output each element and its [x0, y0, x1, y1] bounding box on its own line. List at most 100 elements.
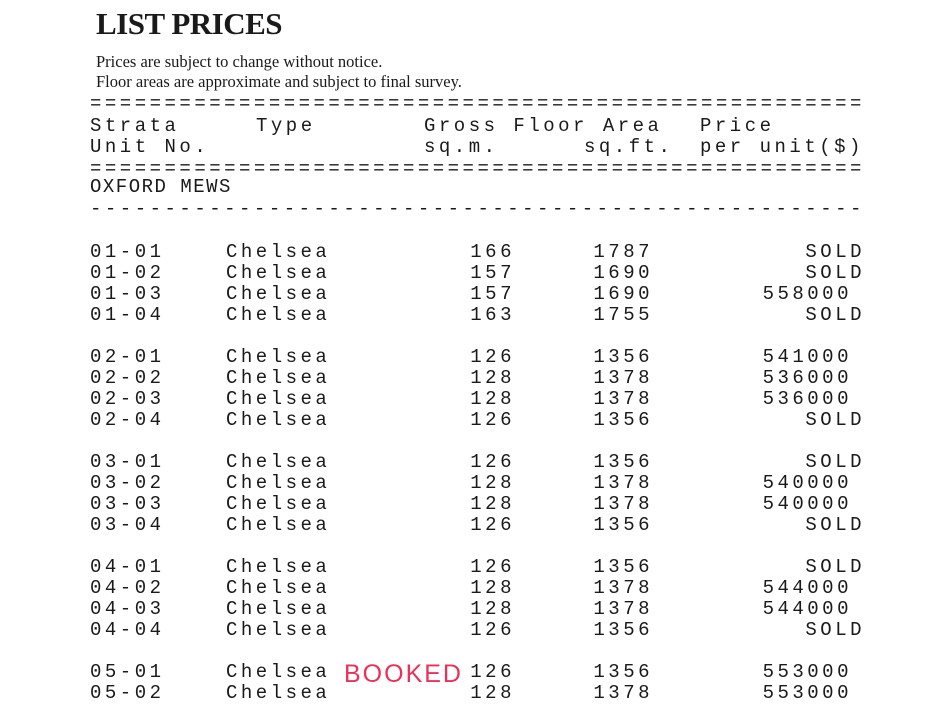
area-sqm-cell: 126 [470, 619, 515, 641]
area-sqm-cell: 166 [470, 241, 515, 263]
price-cell: SOLD [805, 514, 865, 536]
header-gross-floor-area: Gross Floor Area [424, 115, 663, 137]
unit-no-cell: 05-01 [90, 661, 165, 683]
price-cell: SOLD [805, 241, 865, 263]
area-sqm-cell: 128 [470, 682, 515, 704]
area-sqm-cell: 126 [470, 346, 515, 368]
area-sqm-cell: 128 [470, 493, 515, 515]
price-cell: SOLD [805, 262, 865, 284]
unit-no-cell: 02-04 [90, 409, 165, 431]
unit-type-cell: Chelsea [226, 304, 331, 326]
unit-no-cell: 02-01 [90, 346, 165, 368]
area-sqft-cell: 1356 [593, 514, 653, 536]
unit-type-cell: Chelsea [226, 283, 331, 305]
unit-no-cell: 05-02 [90, 682, 165, 704]
table-row: 01-01 Chelsea 166 1787 SOLD [0, 242, 943, 263]
unit-type-cell: Chelsea [226, 367, 331, 389]
area-sqft-cell: 1356 [593, 661, 653, 683]
area-sqm-cell: 128 [470, 388, 515, 410]
unit-no-cell: 04-02 [90, 577, 165, 599]
area-sqm-cell: 126 [470, 661, 515, 683]
unit-no-cell: 02-02 [90, 367, 165, 389]
unit-type-cell: Chelsea [226, 514, 331, 536]
area-sqft-cell: 1378 [593, 367, 653, 389]
table-row: 02-04 Chelsea 126 1356 SOLD [0, 410, 943, 431]
unit-type-cell: Chelsea [226, 472, 331, 494]
price-cell: 536000 [762, 367, 852, 389]
area-sqm-cell: 126 [470, 514, 515, 536]
unit-type-cell: Chelsea [226, 262, 331, 284]
price-cell: SOLD [805, 409, 865, 431]
area-sqft-cell: 1356 [593, 451, 653, 473]
header-price-per-unit: per unit($) [700, 136, 864, 158]
table-row: 02-03 Chelsea 128 1378 536000 [0, 389, 943, 410]
unit-type-cell: Chelsea [226, 682, 331, 704]
price-cell: 541000 [762, 346, 852, 368]
note-floor-areas: Floor areas are approximate and subject … [96, 72, 462, 91]
area-sqm-cell: 128 [470, 472, 515, 494]
divider-single: ----------------------------------------… [90, 199, 865, 220]
page-title: LIST PRICES [96, 6, 283, 41]
price-cell: 553000 [762, 682, 852, 704]
unit-no-cell: 01-04 [90, 304, 165, 326]
table-row: 01-02 Chelsea 157 1690 SOLD [0, 263, 943, 284]
unit-no-cell: 04-03 [90, 598, 165, 620]
unit-type-cell: Chelsea [226, 451, 331, 473]
table-row: 04-04 Chelsea 126 1356 SOLD [0, 620, 943, 641]
area-sqm-cell: 157 [470, 262, 515, 284]
section-title: OXFORD MEWS [90, 176, 232, 198]
area-sqft-cell: 1356 [593, 409, 653, 431]
unit-no-cell: 03-04 [90, 514, 165, 536]
unit-type-cell: Chelsea [226, 409, 331, 431]
area-sqm-cell: 128 [470, 577, 515, 599]
table-row: 04-02 Chelsea 128 1378 544000 [0, 578, 943, 599]
unit-no-cell: 04-04 [90, 619, 165, 641]
price-cell: 544000 [762, 598, 852, 620]
table-row: 04-03 Chelsea 128 1378 544000 [0, 599, 943, 620]
area-sqft-cell: 1378 [593, 472, 653, 494]
unit-no-cell: 03-02 [90, 472, 165, 494]
header-price: Price [700, 115, 775, 137]
divider-double: ========================================… [90, 159, 865, 180]
area-sqft-cell: 1378 [593, 577, 653, 599]
area-sqft-cell: 1356 [593, 556, 653, 578]
area-sqft-cell: 1356 [593, 619, 653, 641]
booked-stamp: BOOKED [344, 660, 463, 688]
header-unit: Strata [90, 115, 180, 137]
unit-type-cell: Chelsea [226, 241, 331, 263]
area-sqm-cell: 126 [470, 556, 515, 578]
unit-no-cell: 02-03 [90, 388, 165, 410]
area-sqft-cell: 1690 [593, 283, 653, 305]
area-sqft-cell: 1378 [593, 388, 653, 410]
note-prices: Prices are subject to change without not… [96, 52, 383, 71]
unit-type-cell: Chelsea [226, 556, 331, 578]
unit-type-cell: Chelsea [226, 619, 331, 641]
price-cell: 536000 [762, 388, 852, 410]
area-sqft-cell: 1356 [593, 346, 653, 368]
unit-no-cell: 04-01 [90, 556, 165, 578]
price-cell: 553000 [762, 661, 852, 683]
unit-type-cell: Chelsea [226, 388, 331, 410]
header-sqm: sq.m. [424, 136, 499, 158]
price-cell: SOLD [805, 304, 865, 326]
unit-no-cell: 01-02 [90, 262, 165, 284]
price-cell: SOLD [805, 556, 865, 578]
unit-type-cell: Chelsea [226, 346, 331, 368]
area-sqft-cell: 1378 [593, 682, 653, 704]
table-row: 03-04 Chelsea 126 1356 SOLD [0, 515, 943, 536]
table-row: 02-01 Chelsea 126 1356 541000 [0, 347, 943, 368]
unit-type-cell: Chelsea [226, 598, 331, 620]
table-row: 05-02 Chelsea 128 1378 553000 [0, 683, 943, 704]
table-row: 04-01 Chelsea 126 1356 SOLD [0, 557, 943, 578]
area-sqm-cell: 126 [470, 451, 515, 473]
price-cell: 540000 [762, 493, 852, 515]
unit-no-cell: 01-03 [90, 283, 165, 305]
table-row: 02-02 Chelsea 128 1378 536000 [0, 368, 943, 389]
area-sqm-cell: 128 [470, 367, 515, 389]
area-sqm-cell: 163 [470, 304, 515, 326]
price-cell: 544000 [762, 577, 852, 599]
unit-type-cell: Chelsea [226, 577, 331, 599]
area-sqft-cell: 1755 [593, 304, 653, 326]
area-sqft-cell: 1378 [593, 493, 653, 515]
header-unit-no: Unit No. [90, 136, 210, 158]
